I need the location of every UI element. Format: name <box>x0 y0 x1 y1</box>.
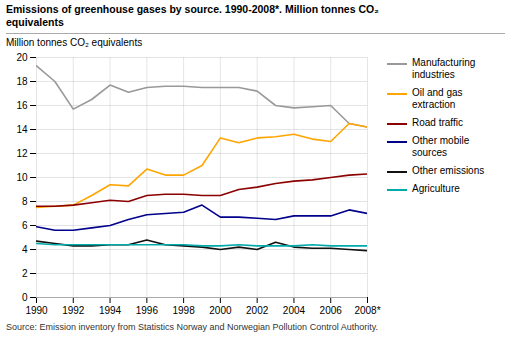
svg-text:12: 12 <box>16 148 28 159</box>
svg-text:2004: 2004 <box>283 305 306 316</box>
html-text:Agriculture: Agriculture <box>412 183 460 194</box>
svg-text:8: 8 <box>22 196 28 207</box>
svg-text:1992: 1992 <box>62 305 85 316</box>
svg-text:1996: 1996 <box>136 305 159 316</box>
svg-text:1998: 1998 <box>172 305 195 316</box>
svg-text:2006: 2006 <box>320 305 343 316</box>
html-text:Source: Emission inventory fro: Source: Emission inventory from Statisti… <box>6 322 378 332</box>
svg-text:2: 2 <box>22 268 28 279</box>
html-text:equivalents: equivalents <box>6 16 64 28</box>
html-text:Other emissions: Other emissions <box>412 165 485 176</box>
svg-text:18: 18 <box>16 76 28 87</box>
svg-text:2008*: 2008* <box>354 305 380 316</box>
svg-text:4: 4 <box>22 244 28 255</box>
html-text:Road traffic: Road traffic <box>412 117 463 128</box>
html-text:Manufacturing industries: Manufacturing industries <box>412 57 476 80</box>
html-text:Oil and gas extraction: Oil and gas extraction <box>412 87 463 110</box>
html-text:Other mobile sources: Other mobile sources <box>412 135 470 158</box>
svg-text:1990: 1990 <box>25 305 48 316</box>
svg-text:2000: 2000 <box>209 305 232 316</box>
svg-text:14: 14 <box>16 124 28 135</box>
html-text:Million tonnes CO₂ equivalents: Million tonnes CO₂ equivalents <box>6 37 143 48</box>
svg-text:2002: 2002 <box>246 305 269 316</box>
svg-text:6: 6 <box>22 220 28 231</box>
svg-text:10: 10 <box>16 172 28 183</box>
svg-text:16: 16 <box>16 100 28 111</box>
html-text:Emissions of greenhouse gases: Emissions of greenhouse gases by source.… <box>6 3 379 15</box>
svg-text:0: 0 <box>22 292 28 303</box>
svg-text:1994: 1994 <box>99 305 122 316</box>
svg-text:20: 20 <box>16 52 28 63</box>
